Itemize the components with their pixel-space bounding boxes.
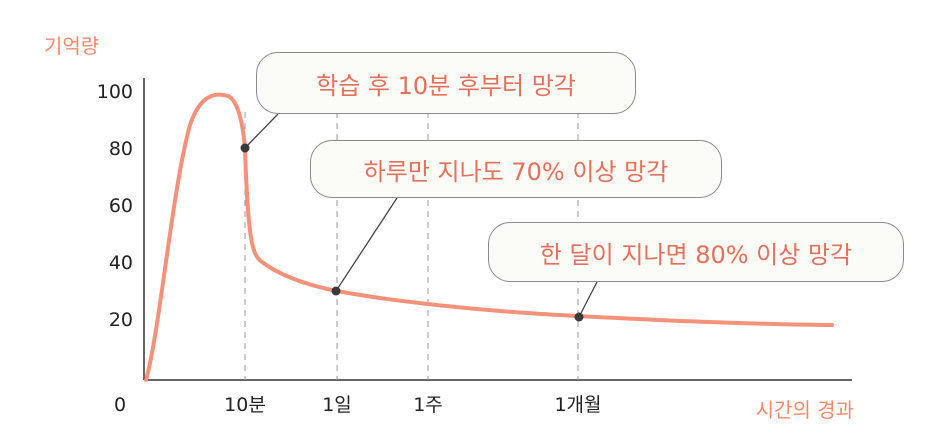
ytick-80: 80: [109, 138, 133, 160]
ytick-40: 40: [109, 252, 133, 274]
ytick-100: 100: [97, 81, 133, 103]
callout-1day-text: 하루만 지나도 70% 이상 망각: [363, 157, 669, 186]
forgetting-curve-line: [144, 92, 834, 382]
callout-1month-text: 한 달이 지나면 80% 이상 망각: [539, 240, 853, 269]
marker-1month: [574, 312, 584, 322]
leader-1day: [335, 197, 398, 292]
marker-10min: [240, 143, 250, 153]
x-axis-title: 시간의 경과: [755, 398, 854, 422]
leader-1month: [578, 281, 598, 318]
leader-10min: [244, 113, 279, 149]
ytick-60: 60: [109, 195, 133, 217]
xtick-1day: 1일: [322, 394, 352, 416]
ytick-20: 20: [109, 309, 133, 331]
callout-1month: 한 달이 지나면 80% 이상 망각: [488, 222, 904, 282]
marker-1day: [331, 286, 341, 296]
callout-1day: 하루만 지나도 70% 이상 망각: [310, 140, 722, 198]
callout-10min-text: 학습 후 10분 후부터 망각: [316, 71, 576, 100]
callout-10min: 학습 후 10분 후부터 망각: [256, 52, 636, 114]
y-axis-title: 기억량: [44, 34, 100, 58]
xtick-1week: 1주: [413, 394, 443, 416]
ytick-0: 0: [114, 394, 126, 416]
xtick-10min: 10분: [224, 394, 266, 416]
xtick-1month: 1개월: [554, 394, 601, 416]
